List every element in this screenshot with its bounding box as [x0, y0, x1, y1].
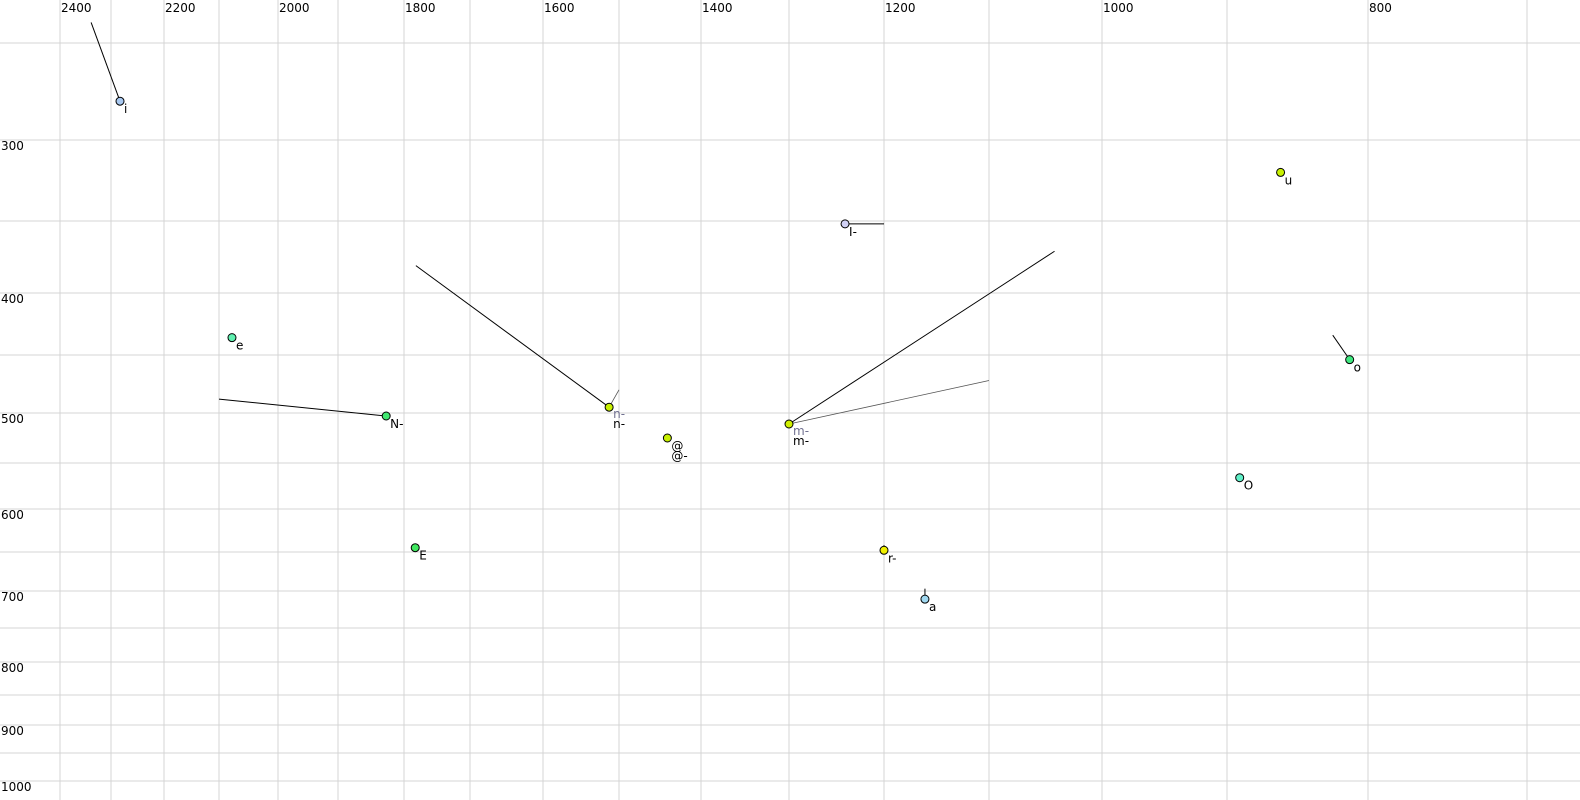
data-points: i e N- En-n- @@- m-m- I-u o Or-a [90, 22, 1361, 614]
data-point [1276, 167, 1286, 177]
point-label: O [1244, 479, 1253, 493]
point-label-secondary: n- [613, 407, 625, 421]
data-point [115, 96, 125, 106]
vowel-token: r- [879, 545, 897, 565]
y-tick-label: 400 [1, 292, 24, 306]
y-tick-label: 300 [1, 139, 24, 153]
vowel-token: N- [218, 398, 403, 431]
data-point [840, 219, 850, 229]
vowel-token: I- [840, 219, 884, 239]
data-point [604, 402, 614, 412]
point-label: a [929, 600, 936, 614]
y-tick-label: 700 [1, 590, 24, 604]
vowel-token: i [90, 22, 127, 116]
point-label: r- [888, 551, 897, 565]
vowel-token: u [1276, 167, 1293, 187]
trajectory-line [1332, 334, 1351, 360]
vowel-token: a [920, 588, 936, 614]
trajectory-line-secondary [788, 380, 990, 425]
data-point [1345, 355, 1355, 365]
vowel-token: n-n- [415, 265, 625, 431]
x-tick-label: 1600 [544, 1, 575, 15]
point-label: u [1285, 173, 1293, 187]
vowel-token: m-m- [784, 250, 1055, 448]
x-tick-label: 1800 [405, 1, 436, 15]
point-label: I- [849, 225, 857, 239]
data-point [662, 433, 672, 443]
y-tick-label: 500 [1, 412, 24, 426]
point-label: o [1354, 361, 1361, 375]
x-tick-label: 1200 [885, 1, 916, 15]
data-point [879, 545, 889, 555]
vowel-token: @@- [662, 433, 688, 463]
data-point [410, 543, 420, 553]
trajectory-line [218, 398, 387, 417]
point-label: N- [390, 417, 403, 431]
point-label: e [236, 339, 243, 353]
y-tick-label: 800 [1, 661, 24, 675]
vowel-token: O [1235, 473, 1253, 493]
x-tick-label: 1400 [702, 1, 733, 15]
point-label: @ [671, 439, 683, 453]
tick-labels: 2400 2200 2000 1800 1600 1400 1200 1000 800 300 40… [1, 1, 1392, 794]
x-tick-label: 2200 [165, 1, 196, 15]
trajectory-line [415, 265, 610, 408]
point-label: @- [671, 449, 687, 463]
data-point [381, 411, 391, 421]
x-tick-label: 800 [1369, 1, 1392, 15]
point-label: i [124, 102, 127, 116]
x-tick-label: 1000 [1103, 1, 1134, 15]
x-tick-label: 2000 [279, 1, 310, 15]
point-label-secondary: m- [793, 424, 809, 438]
y-tick-label: 600 [1, 508, 24, 522]
point-label: E [419, 549, 427, 563]
y-tick-label: 1000 [1, 780, 32, 794]
vowel-token: E [410, 543, 427, 563]
vowel-token: e [227, 333, 243, 353]
data-point [920, 594, 930, 604]
x-tick-label: 2400 [61, 1, 92, 15]
trajectory-line [788, 250, 1055, 425]
point-label: m- [793, 434, 809, 448]
y-tick-label: 900 [1, 724, 24, 738]
data-point [784, 419, 794, 429]
trajectory-line [90, 22, 121, 102]
data-point [227, 333, 237, 343]
vowel-token: o [1332, 334, 1361, 375]
data-point [1235, 473, 1245, 483]
point-label: n- [613, 417, 625, 431]
